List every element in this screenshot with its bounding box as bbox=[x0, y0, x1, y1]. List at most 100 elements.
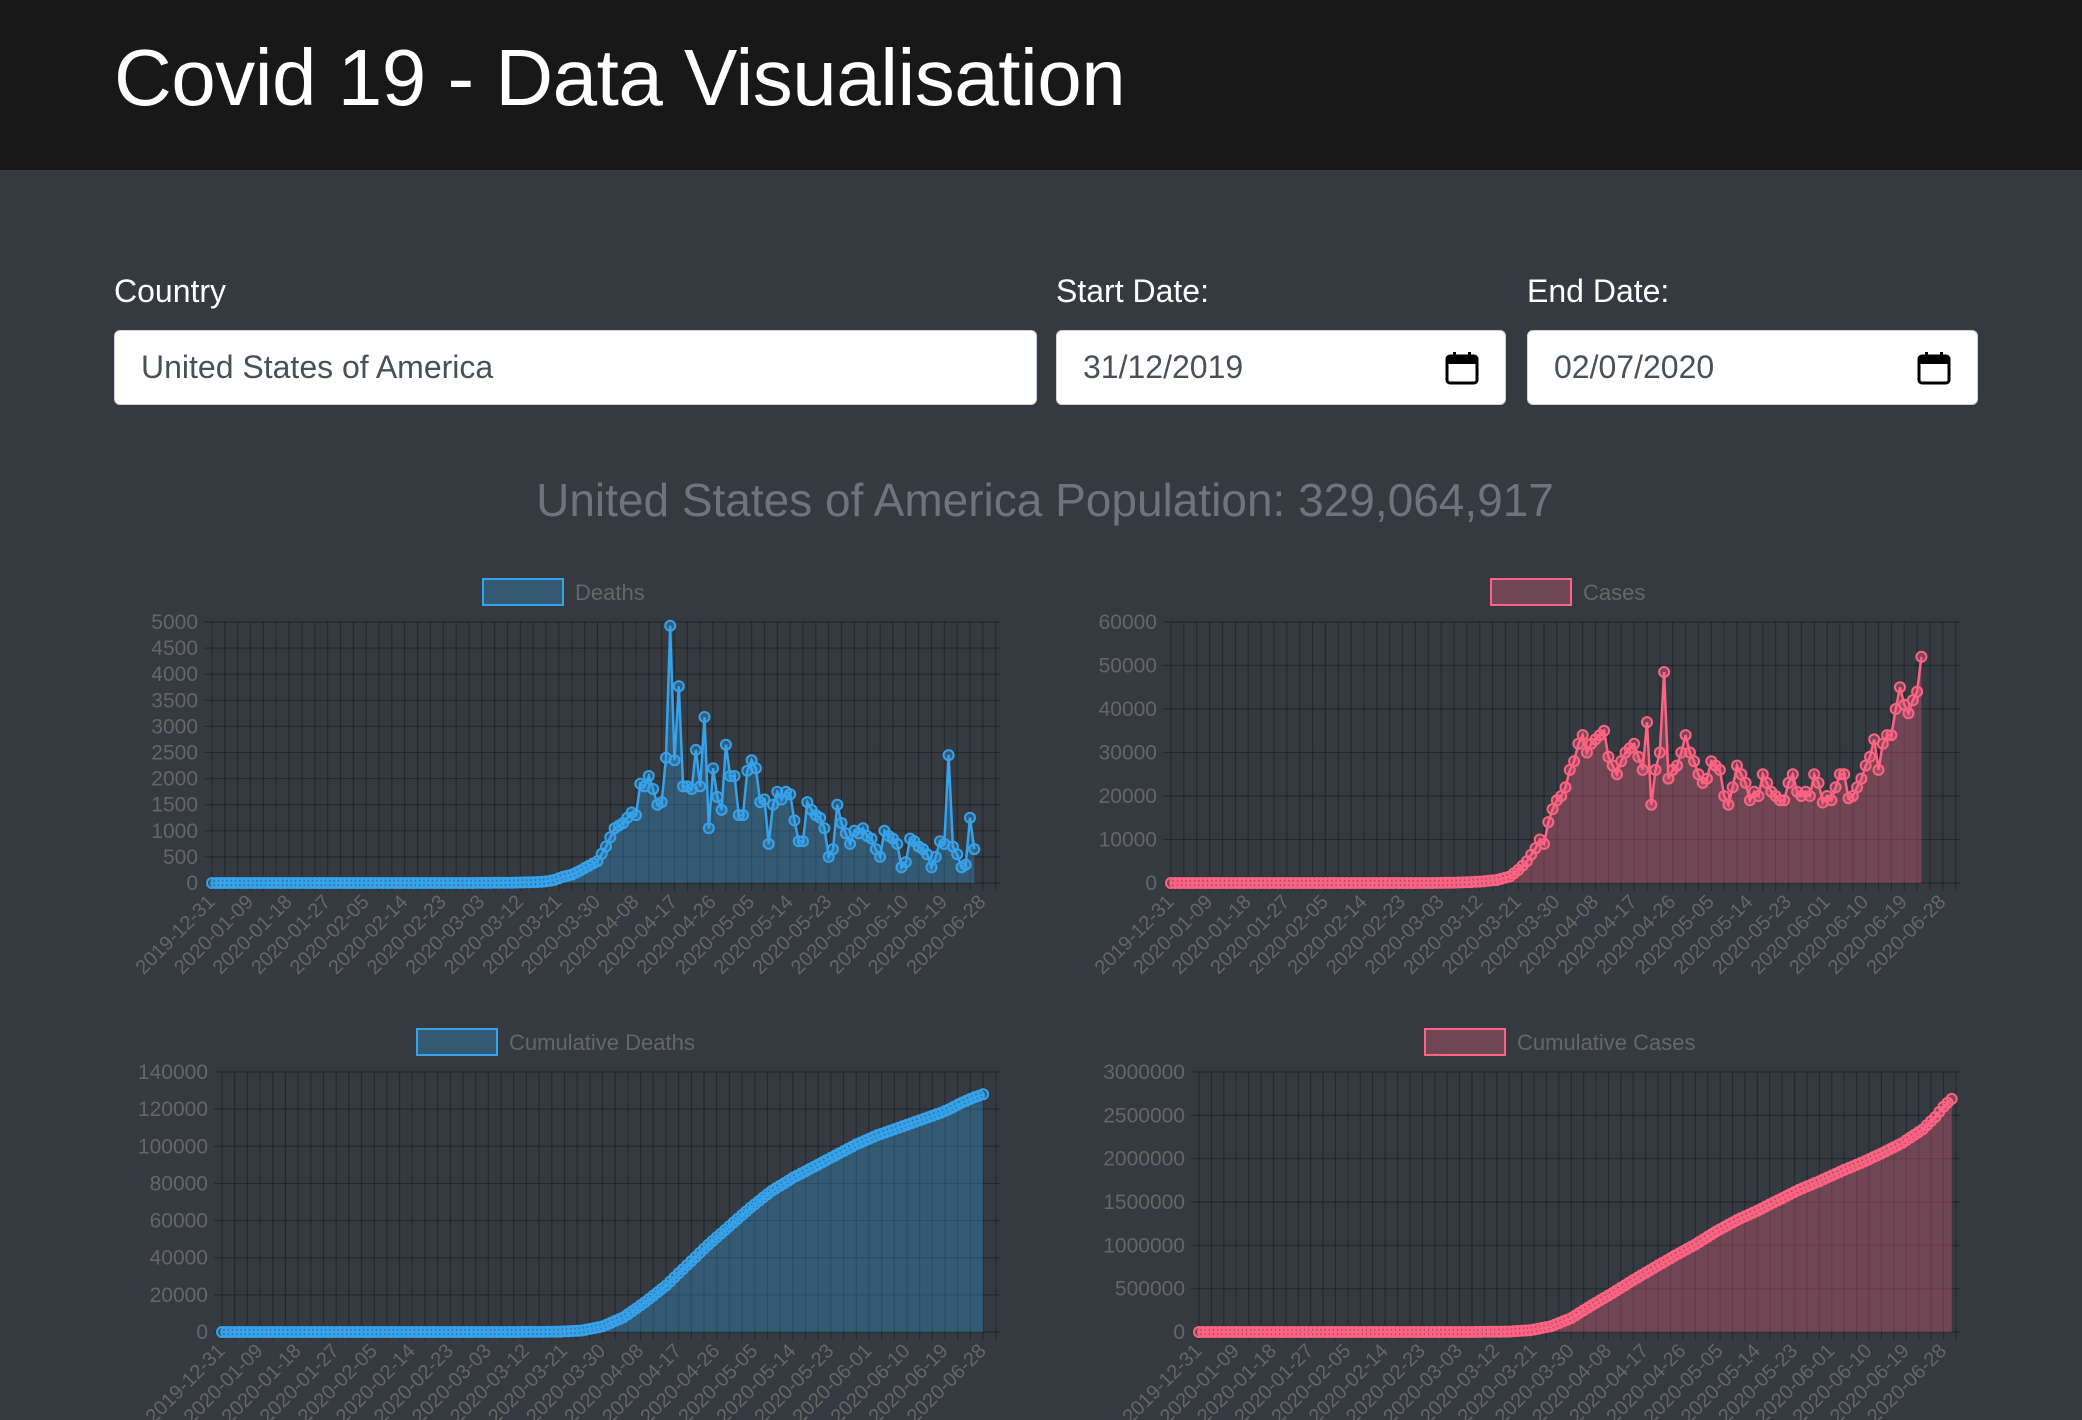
data-point[interactable] bbox=[1894, 681, 1906, 694]
data-point[interactable] bbox=[1838, 768, 1851, 781]
data-point[interactable] bbox=[600, 840, 612, 853]
data-point[interactable] bbox=[1542, 816, 1555, 829]
data-point[interactable] bbox=[1538, 837, 1551, 850]
data-point[interactable] bbox=[1786, 768, 1799, 781]
data-point[interactable] bbox=[865, 832, 878, 845]
cumulative-deaths-legend[interactable]: Cumulative Deaths bbox=[416, 1028, 695, 1056]
data-point[interactable] bbox=[655, 796, 668, 809]
data-point[interactable] bbox=[1632, 750, 1645, 763]
y-tick-label: 0 bbox=[1173, 1321, 1185, 1344]
data-point[interactable] bbox=[698, 711, 711, 723]
data-point[interactable] bbox=[1902, 707, 1915, 720]
data-point[interactable] bbox=[1915, 650, 1928, 663]
data-point[interactable] bbox=[1945, 1092, 1958, 1105]
start-date-input[interactable]: 31/12/2019 bbox=[1056, 330, 1506, 405]
data-point[interactable] bbox=[818, 822, 831, 835]
data-point[interactable] bbox=[758, 793, 771, 806]
data-point[interactable] bbox=[1803, 790, 1816, 802]
data-point[interactable] bbox=[749, 762, 762, 775]
data-point[interactable] bbox=[1713, 763, 1726, 776]
data-point[interactable] bbox=[1598, 724, 1611, 737]
calendar-icon[interactable] bbox=[1917, 351, 1951, 385]
legend-swatch bbox=[1490, 578, 1572, 606]
data-point[interactable] bbox=[711, 790, 724, 803]
data-point[interactable] bbox=[1641, 716, 1653, 729]
data-point[interactable] bbox=[689, 743, 702, 756]
data-point[interactable] bbox=[1872, 763, 1885, 776]
end-date-input[interactable]: 02/07/2020 bbox=[1527, 330, 1978, 405]
data-point[interactable] bbox=[827, 843, 839, 856]
country-input[interactable]: United States of America bbox=[114, 330, 1037, 405]
data-point[interactable] bbox=[1825, 794, 1838, 807]
data-point[interactable] bbox=[788, 814, 801, 827]
data-point[interactable] bbox=[694, 780, 707, 793]
data-point[interactable] bbox=[942, 749, 955, 762]
data-point[interactable] bbox=[647, 783, 660, 795]
data-point[interactable] bbox=[707, 762, 720, 775]
data-point[interactable] bbox=[968, 843, 981, 856]
data-point[interactable] bbox=[1752, 790, 1765, 802]
data-point[interactable] bbox=[899, 856, 912, 869]
data-point[interactable] bbox=[1649, 763, 1662, 776]
data-point[interactable] bbox=[1568, 755, 1581, 768]
data-point[interactable] bbox=[664, 619, 677, 632]
data-point[interactable] bbox=[1559, 781, 1572, 794]
data-point[interactable] bbox=[951, 848, 964, 861]
y-tick-label: 2000 bbox=[151, 768, 198, 791]
data-point[interactable] bbox=[1658, 666, 1671, 678]
deaths-legend[interactable]: Deaths bbox=[482, 578, 645, 606]
data-point[interactable] bbox=[1778, 794, 1791, 807]
data-point[interactable] bbox=[814, 811, 827, 824]
data-point[interactable] bbox=[844, 837, 857, 850]
data-point[interactable] bbox=[1645, 798, 1658, 811]
data-point[interactable] bbox=[642, 770, 655, 782]
data-point[interactable] bbox=[1701, 772, 1713, 785]
y-tick-label: 140000 bbox=[138, 1061, 208, 1084]
data-point[interactable] bbox=[835, 817, 848, 829]
data-point[interactable] bbox=[630, 809, 642, 822]
data-point[interactable] bbox=[977, 1088, 990, 1101]
data-point[interactable] bbox=[1688, 755, 1701, 768]
data-point[interactable] bbox=[728, 770, 741, 782]
data-point[interactable] bbox=[925, 861, 938, 874]
data-point[interactable] bbox=[715, 803, 728, 816]
data-point[interactable] bbox=[1636, 763, 1649, 776]
data-point[interactable] bbox=[1628, 737, 1641, 750]
data-point[interactable] bbox=[767, 798, 779, 811]
data-point[interactable] bbox=[1864, 750, 1876, 763]
data-point[interactable] bbox=[668, 754, 681, 767]
data-point[interactable] bbox=[891, 837, 904, 850]
data-point[interactable] bbox=[964, 811, 976, 824]
data-point[interactable] bbox=[719, 738, 732, 751]
cumulative-cases-legend[interactable]: Cumulative Cases bbox=[1424, 1028, 1696, 1056]
data-point[interactable] bbox=[1739, 776, 1752, 789]
calendar-icon[interactable] bbox=[1445, 351, 1479, 385]
data-point[interactable] bbox=[1885, 729, 1898, 742]
data-point[interactable] bbox=[929, 850, 942, 863]
data-point[interactable] bbox=[1726, 781, 1739, 794]
data-point[interactable] bbox=[1679, 729, 1692, 742]
data-point[interactable] bbox=[874, 850, 887, 863]
data-point[interactable] bbox=[1911, 685, 1924, 698]
data-point[interactable] bbox=[1829, 781, 1842, 794]
data-point[interactable] bbox=[702, 822, 715, 835]
data-point[interactable] bbox=[1653, 746, 1666, 759]
data-point[interactable] bbox=[797, 835, 809, 848]
data-point[interactable] bbox=[1722, 798, 1735, 811]
data-point[interactable] bbox=[1671, 759, 1683, 772]
data-point[interactable] bbox=[1576, 729, 1589, 742]
data-point[interactable] bbox=[737, 809, 749, 822]
data-point[interactable] bbox=[831, 798, 844, 811]
cases-points bbox=[1165, 650, 1928, 889]
cases-legend[interactable]: Cases bbox=[1490, 578, 1645, 606]
data-point[interactable] bbox=[1812, 776, 1825, 789]
data-point[interactable] bbox=[672, 680, 685, 693]
data-point[interactable] bbox=[1611, 768, 1623, 781]
data-point[interactable] bbox=[1675, 746, 1688, 759]
legend-swatch bbox=[416, 1028, 498, 1056]
data-point[interactable] bbox=[784, 788, 797, 801]
app-title: Covid 19 - Data Visualisation bbox=[114, 33, 1126, 122]
data-point[interactable] bbox=[762, 837, 775, 850]
data-point[interactable] bbox=[1855, 772, 1868, 785]
data-point[interactable] bbox=[959, 858, 972, 871]
